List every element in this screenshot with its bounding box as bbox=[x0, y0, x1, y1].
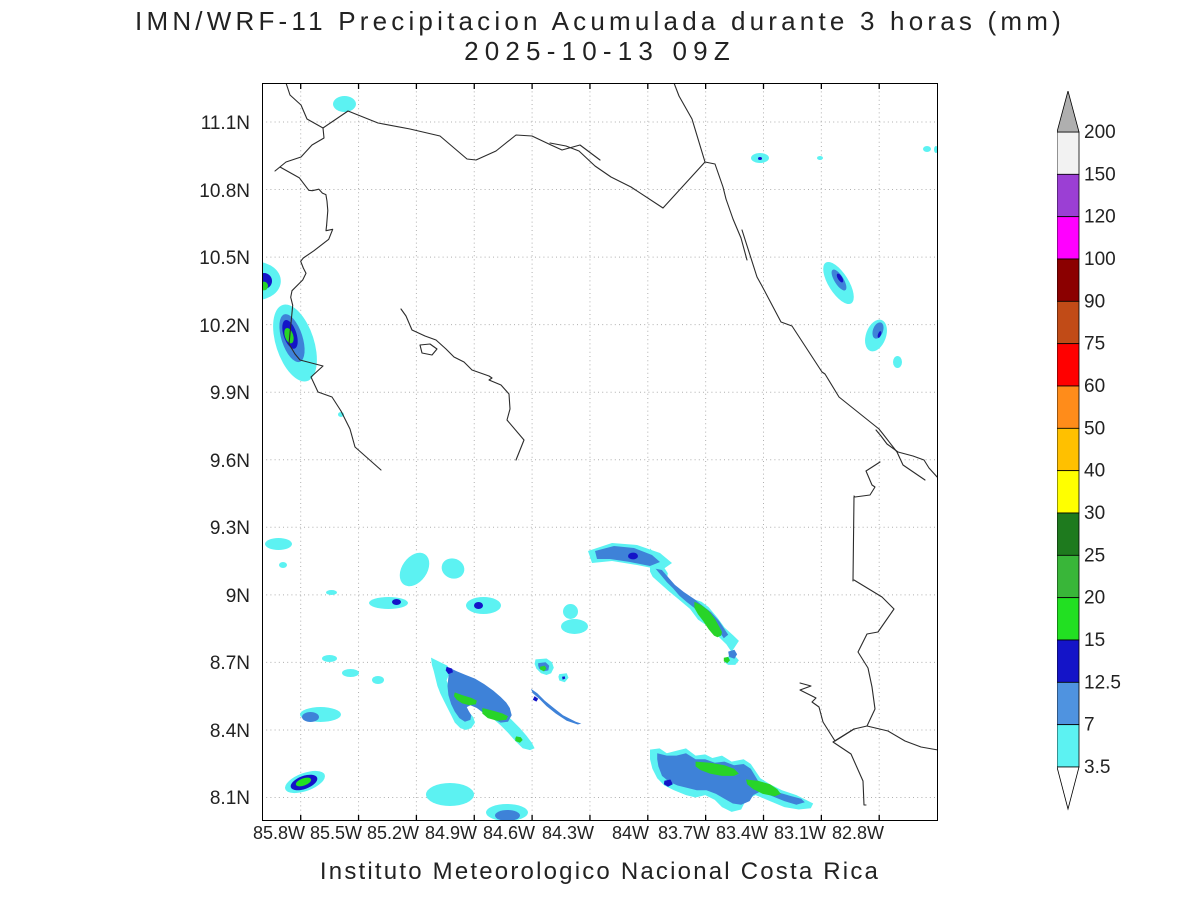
svg-text:120: 120 bbox=[1084, 207, 1116, 228]
svg-text:60: 60 bbox=[1084, 376, 1105, 397]
svg-text:30: 30 bbox=[1084, 503, 1105, 524]
svg-text:90: 90 bbox=[1084, 291, 1105, 312]
svg-text:25: 25 bbox=[1084, 545, 1105, 566]
svg-text:200: 200 bbox=[1084, 122, 1116, 143]
svg-text:20: 20 bbox=[1084, 588, 1105, 609]
svg-text:7: 7 bbox=[1084, 715, 1095, 736]
svg-text:12.5: 12.5 bbox=[1084, 672, 1121, 693]
svg-text:50: 50 bbox=[1084, 418, 1105, 439]
svg-text:150: 150 bbox=[1084, 164, 1116, 185]
svg-text:15: 15 bbox=[1084, 630, 1105, 651]
svg-text:40: 40 bbox=[1084, 461, 1105, 482]
svg-text:100: 100 bbox=[1084, 249, 1116, 270]
svg-text:75: 75 bbox=[1084, 334, 1105, 355]
svg-text:3.5: 3.5 bbox=[1084, 757, 1110, 778]
